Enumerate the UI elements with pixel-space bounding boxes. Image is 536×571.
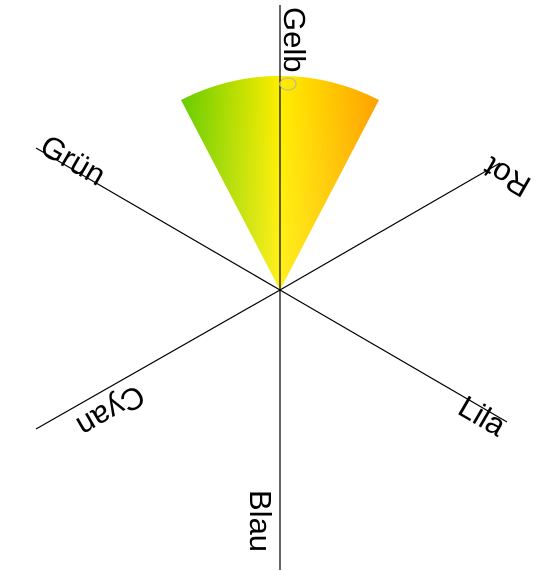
- label-gelb: Gelb: [277, 7, 312, 72]
- axis-cyan: [35, 289, 281, 430]
- hue-marker: [279, 77, 297, 91]
- axis-gruen: [35, 147, 281, 291]
- axis-lila: [279, 289, 508, 423]
- label-rot: Rot: [477, 150, 536, 205]
- label-blau: Blau: [243, 490, 278, 552]
- label-gruen: Grün: [35, 128, 112, 193]
- axis-rot: [279, 162, 501, 291]
- label-lila: Lila: [453, 389, 513, 444]
- label-cyan: Cyan: [71, 378, 151, 444]
